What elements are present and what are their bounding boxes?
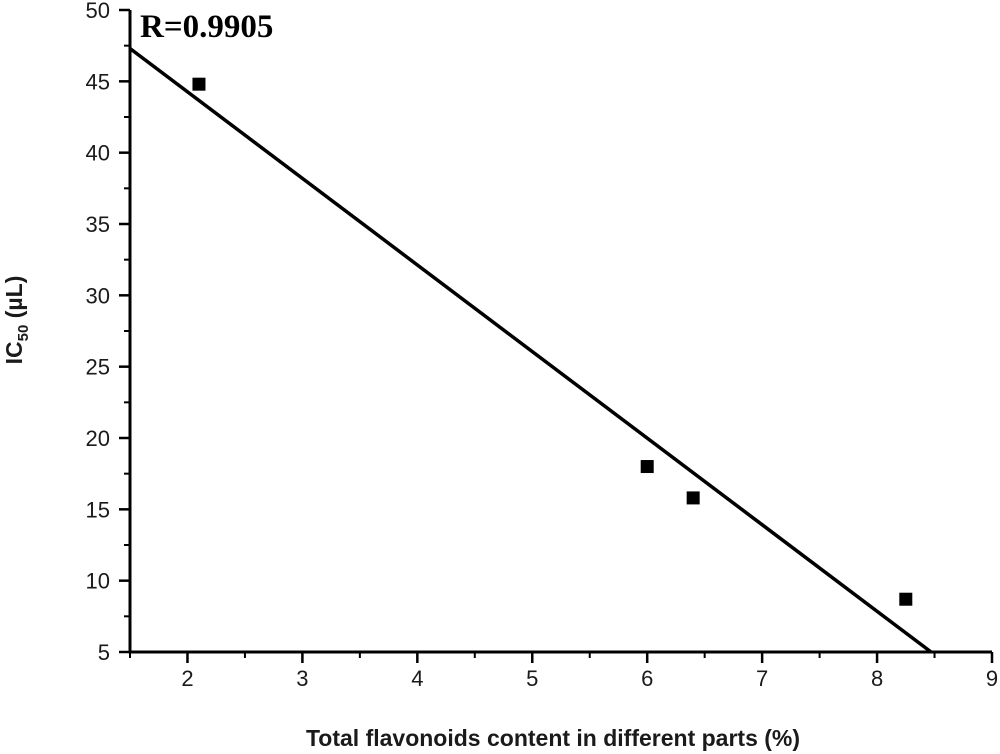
y-axis-title-suffix: (µL) (1, 276, 27, 325)
x-tick-label: 2 (181, 666, 193, 691)
x-tick-label: 3 (296, 666, 308, 691)
y-tick-label: 25 (86, 355, 110, 380)
x-axis-title: Total flavonoids content in different pa… (306, 725, 800, 751)
data-point (686, 491, 700, 505)
data-points (192, 77, 913, 606)
y-tick-label: 50 (86, 0, 110, 23)
x-tick-label: 4 (411, 666, 423, 691)
x-tick-label: 8 (871, 666, 883, 691)
y-axis-title: IC50 (µL) (1, 276, 32, 365)
y-tick-label: 45 (86, 69, 110, 94)
x-tick-label: 5 (526, 666, 538, 691)
axes (128, 10, 992, 654)
x-tick-label: 7 (756, 666, 768, 691)
fit-line-group (128, 47, 933, 654)
y-tick-label: 35 (86, 212, 110, 237)
y-tick-label: 5 (98, 640, 110, 665)
x-tick-label: 9 (986, 666, 998, 691)
y-tick-label: 40 (86, 141, 110, 166)
r-annotation: R=0.9905 (140, 9, 273, 45)
y-tick-label: 15 (86, 497, 110, 522)
x-tick-label: 6 (641, 666, 653, 691)
linear-fit-line (128, 47, 933, 654)
data-point (899, 592, 913, 606)
y-axis-title-prefix: IC (1, 341, 27, 364)
data-point (640, 460, 654, 474)
y-tick-label: 20 (86, 426, 110, 451)
y-tick-label: 10 (86, 569, 110, 594)
data-point (192, 77, 206, 91)
y-axis-title-subscript: 50 (15, 325, 32, 342)
y-tick-label: 30 (86, 283, 110, 308)
